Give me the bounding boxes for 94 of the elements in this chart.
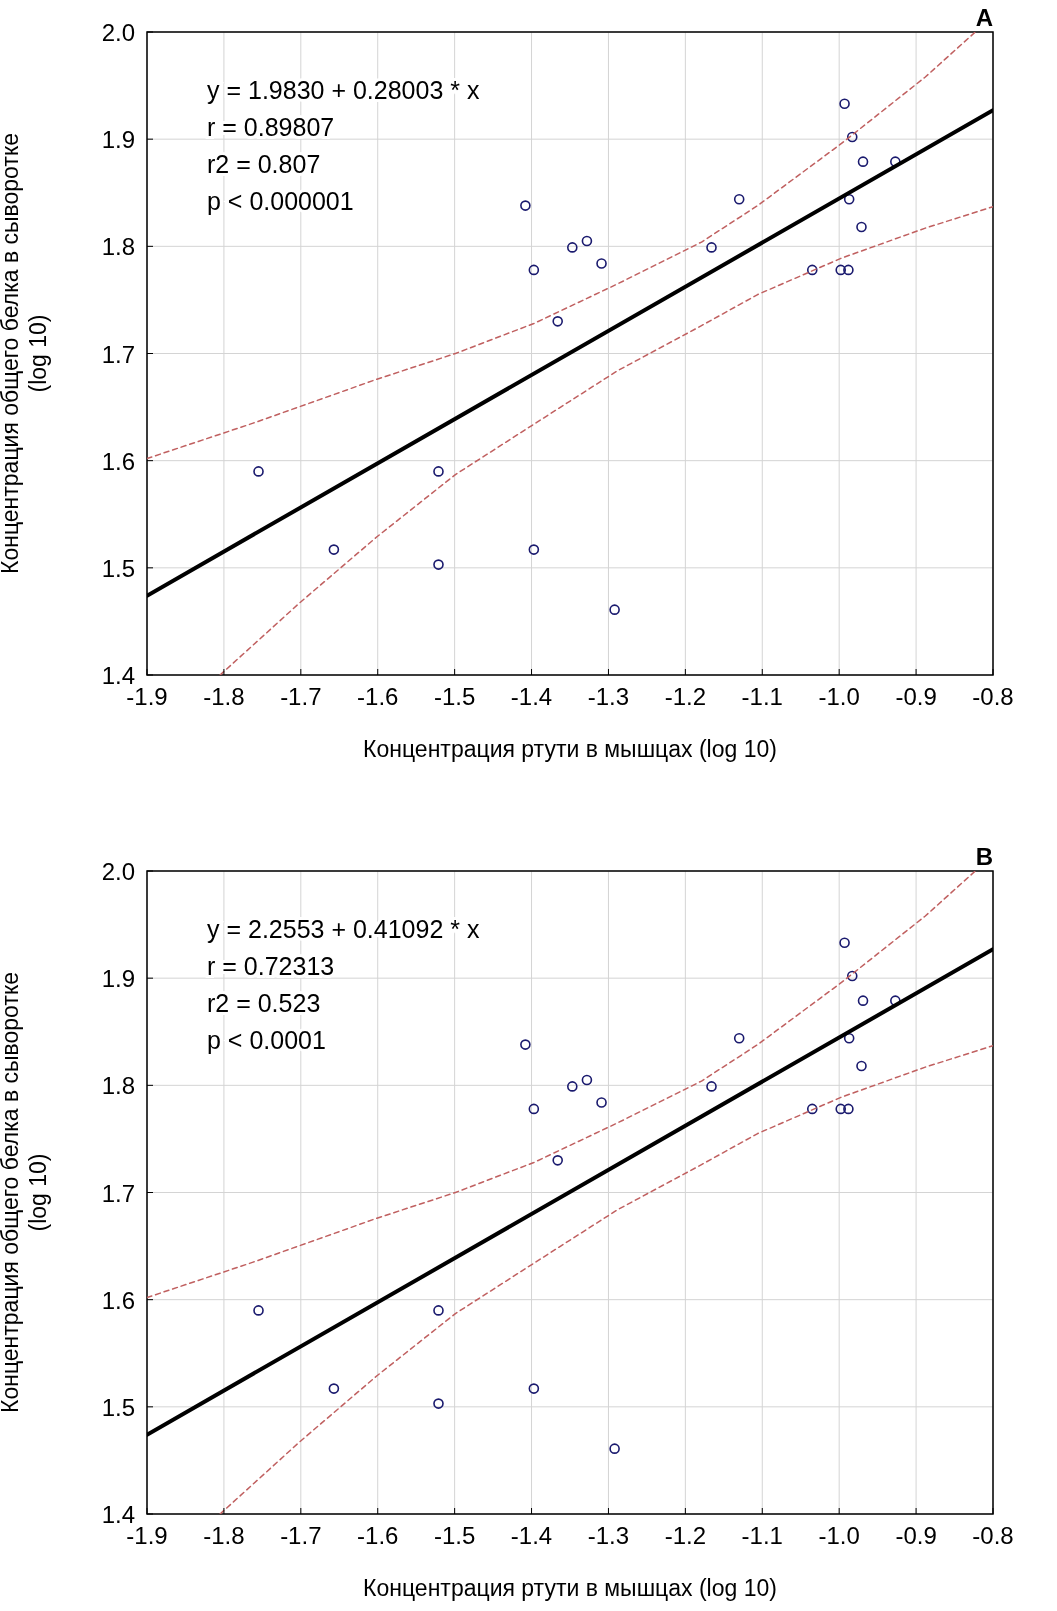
y-tick-label: 1.9	[101, 965, 135, 993]
annotation: r2 = 0.807	[207, 150, 321, 178]
point	[596, 1097, 607, 1108]
point	[843, 1032, 855, 1044]
point	[433, 1398, 444, 1409]
chart-title: A	[975, 4, 993, 31]
x-axis-title: Концентрация ртути в мышцах (log 10)	[363, 736, 777, 762]
x-tick-label: -1.8	[203, 683, 245, 710]
point	[839, 937, 850, 949]
point	[520, 1039, 531, 1050]
annotation: y = 2.2553 + 0.41092 * x	[207, 915, 480, 943]
y-tick-label: 1.6	[101, 447, 135, 475]
point	[843, 1103, 854, 1115]
y-tick-label: 2.0	[101, 19, 135, 46]
point	[733, 193, 745, 205]
y-tick-label: 1.9	[101, 126, 135, 154]
x-tick-label: -1.4	[510, 683, 553, 710]
y-axis-title: Концентрация общего белка в сыворотке (log 10)	[0, 972, 51, 1413]
point	[609, 604, 620, 615]
point	[528, 544, 540, 555]
point	[843, 193, 855, 205]
y-axis-title: Концентрация общего белка в сыворотке (log 10)	[0, 133, 51, 574]
x-tick-label: -1.0	[818, 683, 860, 710]
x-tick-label: -1.3	[587, 1522, 630, 1549]
point	[835, 264, 847, 276]
point	[552, 316, 563, 327]
annotation: p < 0.0001	[207, 1026, 326, 1054]
x-tick-label: -1.3	[587, 683, 630, 710]
x-tick-label: -1.7	[280, 683, 322, 710]
x-tick-label: -1.0	[818, 1522, 860, 1549]
point	[328, 1383, 340, 1394]
annotation: r = 0.72313	[207, 952, 335, 980]
point	[328, 544, 340, 555]
chart-title: B	[975, 843, 993, 870]
y-tick-label: 1.8	[101, 1072, 135, 1100]
point	[528, 1103, 540, 1115]
point	[856, 221, 867, 233]
point	[567, 242, 578, 253]
point	[846, 131, 858, 143]
y-tick-label: 1.5	[101, 554, 135, 582]
point	[567, 1081, 578, 1092]
x-tick-label: -0.8	[972, 1522, 1014, 1549]
point	[528, 264, 540, 276]
x-tick-label: -1.5	[433, 1522, 476, 1549]
x-tick-label: -1.5	[433, 683, 476, 710]
y-tick-label: 1.8	[101, 233, 135, 261]
y-tick-label: 2.0	[101, 858, 135, 885]
x-tick-label: -1.8	[203, 1522, 245, 1549]
x-axis-title: Концентрация ртути в мышцах (log 10)	[363, 1575, 777, 1601]
x-tick-label: -0.9	[895, 683, 937, 710]
point	[843, 264, 854, 276]
point	[253, 1305, 264, 1316]
point	[596, 258, 607, 269]
point	[846, 970, 858, 982]
annotation: y = 1.9830 + 0.28003 * x	[207, 76, 480, 104]
line-series	[147, 871, 977, 1299]
point	[857, 995, 869, 1006]
point	[433, 466, 444, 477]
x-tick-label: -1.6	[357, 683, 399, 710]
point	[856, 1060, 867, 1072]
point	[857, 156, 869, 167]
y-tick-label: 1.7	[101, 340, 135, 368]
point	[253, 466, 264, 477]
x-tick-label: -1.2	[664, 683, 707, 710]
point	[706, 1081, 717, 1092]
point	[581, 1074, 593, 1086]
point	[835, 1103, 847, 1115]
point	[433, 1305, 444, 1316]
point	[806, 264, 818, 276]
point	[706, 242, 717, 253]
annotation: p < 0.000001	[207, 187, 354, 215]
point	[528, 1383, 540, 1394]
point	[520, 200, 531, 211]
x-tick-label: -0.9	[895, 1522, 937, 1549]
y-tick-label: 1.5	[101, 1393, 135, 1421]
point	[552, 1155, 563, 1166]
point	[733, 1032, 745, 1044]
point	[581, 235, 593, 247]
annotation: r = 0.89807	[207, 113, 335, 141]
x-tick-label: -1.2	[664, 1522, 707, 1549]
x-tick-label: -1.1	[741, 1522, 783, 1549]
point	[806, 1103, 818, 1115]
x-tick-label: -0.8	[972, 683, 1014, 710]
x-tick-label: -1.6	[357, 1522, 399, 1549]
point	[839, 98, 850, 110]
point	[433, 559, 444, 570]
x-tick-label: -1.1	[741, 683, 783, 710]
x-tick-label: -1.4	[510, 1522, 553, 1549]
point	[609, 1443, 620, 1454]
y-tick-label: 1.6	[101, 1286, 135, 1314]
y-tick-label: 1.7	[101, 1179, 135, 1207]
line-series	[147, 32, 977, 460]
x-tick-label: -1.7	[280, 1522, 322, 1549]
annotation: r2 = 0.523	[207, 989, 321, 1017]
